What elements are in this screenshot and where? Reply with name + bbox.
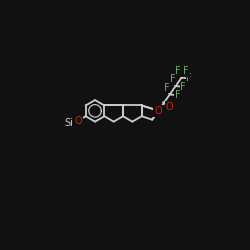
Text: F: F	[183, 66, 189, 76]
Text: F: F	[186, 73, 192, 83]
Text: F: F	[164, 82, 169, 92]
Text: O: O	[166, 102, 173, 112]
Text: O: O	[154, 106, 162, 116]
Text: Si: Si	[64, 118, 73, 128]
Text: F: F	[176, 66, 181, 76]
Text: F: F	[180, 82, 186, 92]
Text: F: F	[174, 90, 180, 100]
Text: O: O	[74, 116, 82, 126]
Text: F: F	[170, 74, 175, 84]
